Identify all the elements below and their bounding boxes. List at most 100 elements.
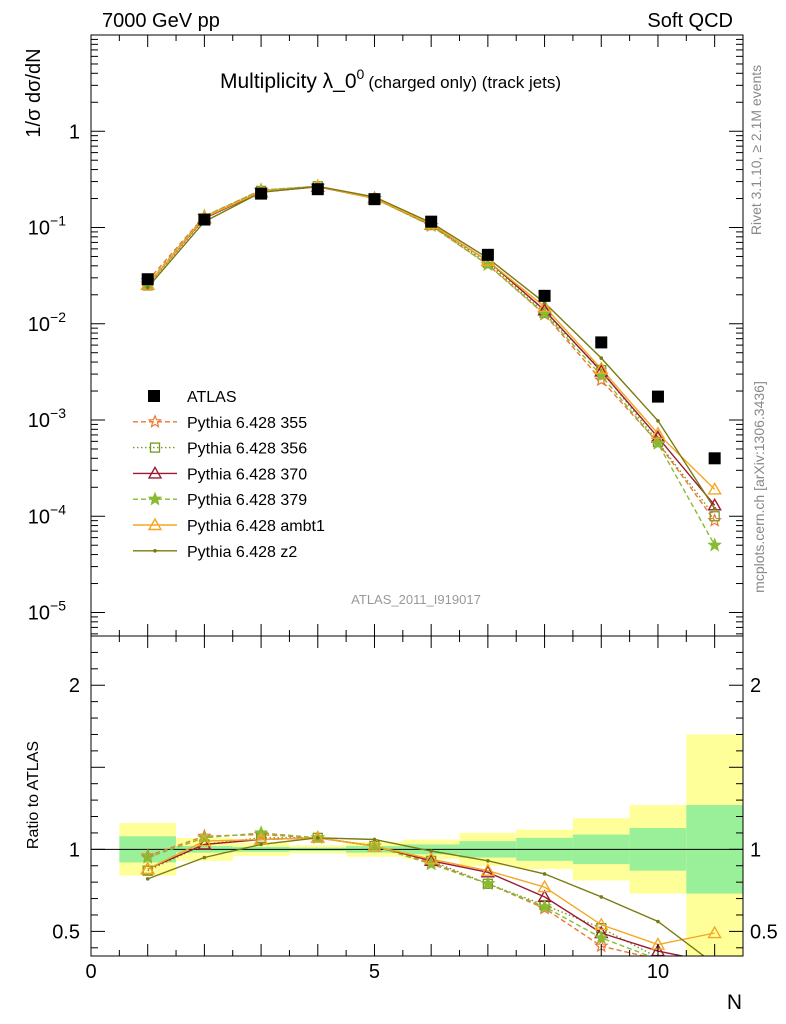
main-point-5-8 xyxy=(542,301,547,305)
header-right: Soft QCD xyxy=(647,10,733,32)
legend-marker-5 xyxy=(147,517,163,531)
legend-marker-3 xyxy=(147,465,163,479)
legend-label-1: Pythia 6.428 355 xyxy=(187,415,307,432)
legend-marker-2 xyxy=(149,442,161,453)
x-axis-ticks: 0 5 10 xyxy=(85,35,744,983)
mcplots-label: mcplots.cern.ch [arXiv:1306.3436] xyxy=(751,381,767,593)
ratio-point-5-3 xyxy=(259,842,263,847)
main-point-1-11 xyxy=(709,511,720,522)
main-point-5-9 xyxy=(599,356,604,360)
ratio-point-4-6 xyxy=(423,851,439,865)
ratio-plot-frame xyxy=(90,635,744,957)
ratio-point-4-7 xyxy=(480,863,496,876)
plot-title-sup: 0 xyxy=(357,66,365,82)
main-point-3-10 xyxy=(650,435,666,450)
ratio-point-3-1 xyxy=(140,849,155,864)
legend-label-5: Pythia 6.428 ambt1 xyxy=(187,518,325,535)
legend-label-0: ATLAS xyxy=(187,389,237,406)
series-markers xyxy=(140,178,722,957)
plot-title-main: Multiplicity λ_0 xyxy=(220,70,357,93)
header-left: 7000 GeV pp xyxy=(102,10,220,32)
x-axis-label: N xyxy=(727,991,742,1014)
ratio-y-label-l-2: 0.5 xyxy=(52,921,80,943)
legend-label-6: Pythia 6.428 z2 xyxy=(187,544,297,561)
y-axis-ticks: 1 10−1 10−2 10−3 10−4 10−5 2 1 0.5 2 1 0.5 xyxy=(28,34,778,949)
main-point-4-9 xyxy=(594,361,609,375)
ratio-point-5-7 xyxy=(486,859,490,863)
x-tick-label-5: 5 xyxy=(369,961,380,983)
ratio-y-label-l-1: 1 xyxy=(69,839,80,861)
data-uncertainty-bands xyxy=(119,734,743,956)
main-point-5-10 xyxy=(656,419,660,423)
ratio-point-4-5 xyxy=(367,838,382,852)
y-tick-label-5: 10−5 xyxy=(28,598,66,625)
data-point-10 xyxy=(651,390,664,403)
main-point-0-9 xyxy=(594,372,609,387)
ratio-point-4-4 xyxy=(310,830,325,844)
ratio-point-3-9 xyxy=(594,930,609,945)
data-point-6 xyxy=(425,215,438,228)
main-line-5 xyxy=(147,185,716,509)
main-point-4-11 xyxy=(707,482,722,495)
ratio-y-label-r-2: 0.5 xyxy=(750,921,778,943)
ratio-point-4-9 xyxy=(594,917,609,931)
ratio-point-3-7 xyxy=(480,876,496,890)
data-point-3 xyxy=(255,187,268,200)
ratio-point-5-4 xyxy=(315,836,320,840)
ratio-point-5-10 xyxy=(656,919,660,924)
data-point-4 xyxy=(311,183,324,196)
ratio-point-5-8 xyxy=(542,872,547,876)
y-tick-label-0: 1 xyxy=(69,121,80,143)
main-line-0 xyxy=(147,185,716,522)
y-tick-label-3: 10−3 xyxy=(28,405,66,432)
ratio-y-label-l-0: 2 xyxy=(69,675,80,697)
ratio-point-5-6 xyxy=(429,849,433,853)
main-point-4-10 xyxy=(650,426,666,439)
ratio-point-5-5 xyxy=(372,837,377,842)
x-tick-label-10: 10 xyxy=(647,961,669,983)
rivet-version-label: Rivet 3.1.10, ≥ 2.1M events xyxy=(748,65,764,235)
ratio-y-label-r-1: 1 xyxy=(750,839,761,861)
data-point-1 xyxy=(141,273,154,286)
analysis-id: ATLAS_2011_I919017 xyxy=(351,592,481,607)
legend: ATLAS Pythia 6.428 355 Pythia 6.428 356 Pyt… xyxy=(133,389,325,561)
plot-title: Multiplicity λ_00 (charged only) (track j… xyxy=(220,66,561,93)
data-point-5 xyxy=(368,193,381,206)
data-point-7 xyxy=(481,248,494,261)
data-point-11 xyxy=(708,452,721,465)
ratio-point-3-2 xyxy=(197,830,212,845)
ratio-point-5-9 xyxy=(599,895,604,899)
data-point-8 xyxy=(538,289,551,302)
legend-label-2: Pythia 6.428 356 xyxy=(187,441,307,458)
legend-marker-1 xyxy=(147,414,163,429)
ratio-point-5-2 xyxy=(202,855,207,860)
y-tick-label-2: 10−2 xyxy=(28,309,66,336)
legend-marker-4 xyxy=(147,491,163,506)
ratio-point-4-8 xyxy=(537,879,552,893)
data-point-9 xyxy=(595,336,608,349)
ratio-y-label-r-0: 2 xyxy=(750,675,761,697)
main-point-5-11 xyxy=(712,506,717,511)
data-point-2 xyxy=(198,213,211,226)
x-tick-label-0: 0 xyxy=(85,961,96,983)
legend-label-3: Pythia 6.428 370 xyxy=(187,466,307,483)
legend-label-4: Pythia 6.428 379 xyxy=(187,492,307,509)
ratio-point-4-2 xyxy=(197,833,212,847)
y-tick-label-4: 10−4 xyxy=(28,501,66,528)
ratio-y-axis-label: Ratio to ATLAS xyxy=(25,741,42,849)
ratio-point-3-5 xyxy=(367,838,382,853)
plot-title-note: (charged only) (track jets) xyxy=(368,73,561,92)
ratio-point-2-2 xyxy=(197,836,212,850)
legend-marker-6 xyxy=(153,549,157,553)
ratio-point-4-11 xyxy=(707,925,722,939)
main-y-axis-label: 1/σ dσ/dN xyxy=(23,48,45,137)
ratio-point-5-1 xyxy=(145,877,150,881)
main-point-5-1 xyxy=(145,285,150,290)
main-point-4-8 xyxy=(537,299,552,313)
ratio-point-4-1 xyxy=(140,861,155,875)
y-tick-label-1: 10−1 xyxy=(28,213,66,240)
legend-marker-0 xyxy=(148,390,160,402)
main-point-3-11 xyxy=(707,537,722,552)
ratio-point-3-8 xyxy=(537,899,552,913)
